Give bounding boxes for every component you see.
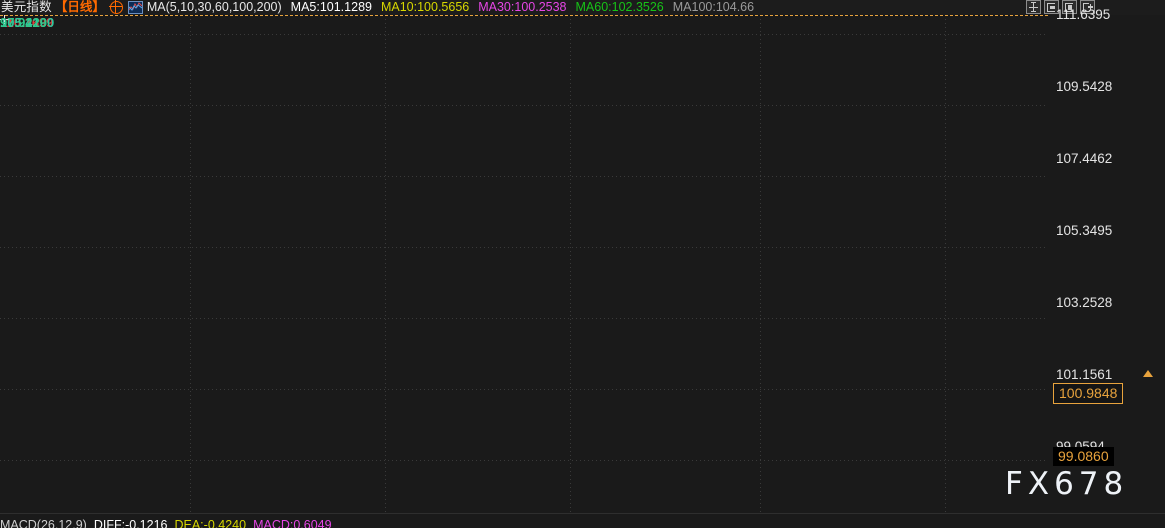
axis-tick: 111.6395	[1056, 7, 1111, 22]
grid-line-v	[385, 15, 386, 513]
crosshair-icon[interactable]	[108, 0, 123, 14]
ma10-value: MA10:100.5656	[380, 0, 470, 14]
grid-lines	[0, 15, 1048, 513]
grid-line-h	[0, 247, 1048, 248]
move-crosshair-icon[interactable]	[1026, 0, 1041, 14]
swing-low-marker	[0, 15, 9, 24]
grid-line-v	[760, 15, 761, 513]
jump-right-icon[interactable]	[1080, 0, 1095, 14]
jump-left-icon[interactable]	[1044, 0, 1059, 14]
swing-high-label: 110.1699	[0, 15, 54, 30]
grid-line-h	[0, 318, 1048, 319]
grid-line-h	[0, 176, 1048, 177]
grid-line-v	[945, 15, 946, 513]
ma-params-label: MA(5,10,30,60,100,200)	[146, 0, 282, 14]
watermark: FX678	[1005, 466, 1129, 502]
axis-tick: 109.5428	[1056, 79, 1113, 94]
price-axis[interactable]: 111.6395 109.5428 107.4462 105.3495 103.…	[1048, 7, 1165, 513]
macd-value: MACD:0.6049	[253, 518, 332, 528]
swing-mid-label: 105.4100	[0, 15, 55, 30]
axis-tick: 105.3495	[1056, 223, 1113, 238]
macd-dea: DEA:-0.4240	[174, 518, 247, 528]
axis-tick: 103.2528	[1056, 295, 1113, 310]
ma100-value: MA100:104.66	[672, 0, 755, 14]
axis-tick: 101.1561	[1056, 367, 1113, 382]
current-price-line	[0, 15, 1048, 16]
chart-header: 美元指数 【日线】 MA(5,10,30,60,100,200) MA5:101…	[0, 0, 1165, 15]
ma5-value: MA5:101.1289	[290, 0, 372, 14]
macd-diff: DIFF:-0.1216	[93, 518, 168, 528]
grid-line-h	[0, 389, 1048, 390]
ma-indicator-icon[interactable]	[127, 1, 143, 14]
chart-toolbar	[1026, 0, 1095, 14]
swing-low-label: 97.9229	[0, 15, 47, 30]
candlestick-canvas	[0, 15, 1048, 513]
jump-play-icon[interactable]	[1062, 0, 1077, 14]
grid-line-v	[190, 15, 191, 513]
ma60-value: MA60:102.3526	[575, 0, 664, 14]
grid-line-h	[0, 460, 1048, 461]
grid-line-h	[0, 34, 1048, 35]
macd-title: MACD(26,12,9)	[0, 518, 87, 528]
grid-line-v	[570, 15, 571, 513]
last-price-box[interactable]: 99.0860	[1053, 447, 1114, 466]
price-plot[interactable]: 110.1699 105.4100 97.9229	[0, 15, 1048, 513]
axis-tick: 107.4462	[1056, 151, 1113, 166]
grid-line-h	[0, 105, 1048, 106]
period-label: 【日线】	[54, 0, 105, 14]
arrow-up-icon	[1143, 370, 1153, 377]
symbol-name: 美元指数	[1, 0, 52, 14]
current-price-box[interactable]: 100.9848	[1053, 383, 1124, 404]
macd-panel[interactable]: MACD(26,12,9) DIFF:-0.1216 DEA:-0.4240 MACD…	[0, 513, 1165, 528]
ma30-value: MA30:100.2538	[478, 0, 567, 14]
